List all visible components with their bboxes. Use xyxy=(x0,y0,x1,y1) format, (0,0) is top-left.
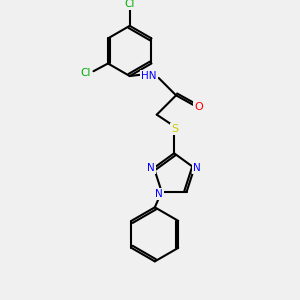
Text: HN: HN xyxy=(141,71,157,81)
Text: S: S xyxy=(172,124,179,134)
Text: N: N xyxy=(147,163,155,173)
Text: Cl: Cl xyxy=(124,0,135,9)
Text: N: N xyxy=(155,189,163,199)
Text: O: O xyxy=(194,102,203,112)
Text: Cl: Cl xyxy=(81,68,91,78)
Text: N: N xyxy=(194,163,201,173)
